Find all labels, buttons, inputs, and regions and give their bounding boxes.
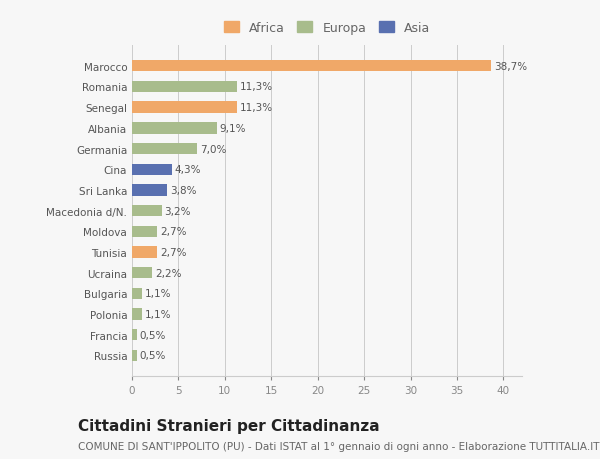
Text: 4,3%: 4,3% (175, 165, 201, 175)
Bar (132, 144, 197, 155)
Text: 3,8%: 3,8% (170, 185, 197, 196)
Bar (132, 247, 157, 258)
Bar (132, 102, 237, 113)
Bar (132, 164, 172, 175)
Text: 7,0%: 7,0% (200, 144, 226, 154)
Text: 0,5%: 0,5% (139, 330, 166, 340)
Text: COMUNE DI SANT'IPPOLITO (PU) - Dati ISTAT al 1° gennaio di ogni anno - Elaborazi: COMUNE DI SANT'IPPOLITO (PU) - Dati ISTA… (78, 441, 599, 451)
Text: 38,7%: 38,7% (494, 62, 527, 72)
Bar (132, 61, 491, 72)
Bar (132, 268, 152, 279)
Text: 3,2%: 3,2% (164, 206, 191, 216)
Text: 11,3%: 11,3% (240, 82, 273, 92)
Bar (132, 309, 142, 320)
Text: 11,3%: 11,3% (240, 103, 273, 113)
Legend: Africa, Europa, Asia: Africa, Europa, Asia (221, 19, 433, 37)
Text: Cittadini Stranieri per Cittadinanza: Cittadini Stranieri per Cittadinanza (78, 418, 380, 433)
Bar (132, 226, 157, 237)
Text: 1,1%: 1,1% (145, 309, 172, 319)
Text: 2,7%: 2,7% (160, 247, 187, 257)
Bar (132, 330, 137, 341)
Text: 2,2%: 2,2% (155, 268, 182, 278)
Bar (132, 82, 237, 93)
Bar (132, 288, 142, 299)
Text: 1,1%: 1,1% (145, 289, 172, 299)
Text: 0,5%: 0,5% (139, 351, 166, 361)
Text: 2,7%: 2,7% (160, 227, 187, 237)
Text: 9,1%: 9,1% (219, 123, 246, 134)
Bar (132, 350, 137, 361)
Bar (132, 185, 167, 196)
Bar (132, 206, 162, 217)
Bar (132, 123, 217, 134)
